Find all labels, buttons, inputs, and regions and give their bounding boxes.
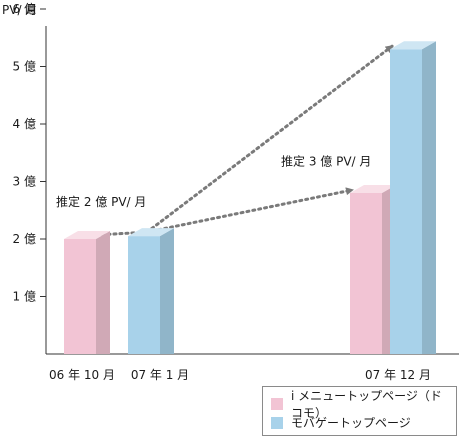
y-tick-label: 5 億 [13,60,36,74]
bar-top [128,228,174,237]
bar-side [160,228,174,354]
trend-arrow [145,44,394,234]
y-axis-label: PV/ 月 [2,3,37,17]
bar-side [422,41,436,354]
bars [64,41,436,354]
y-axis-ticks: 1 億 2 億 3 億 4 億 5 億 6 億 [13,2,46,304]
bar [350,193,382,354]
y-tick-label: 4 億 [13,117,36,131]
bar [128,236,160,354]
legend-item-mobage: モバゲートップページ [271,413,448,432]
x-tick-label: 07 年 1 月 [131,368,189,382]
legend-swatch-imenu [271,397,283,410]
bar-side [96,231,110,354]
bar-top [64,231,110,239]
bar-top [350,185,396,193]
y-tick-label: 2 億 [13,232,36,246]
annotation-label: 推定 3 億 PV/ 月 [281,154,371,169]
x-tick-label: 06 年 10 月 [49,368,115,382]
bar [64,239,96,354]
legend: i メニュートップページ（ドコモ） モバゲートップページ [262,386,457,436]
y-tick-label: 3 億 [13,175,36,189]
annotations: 推定 2 億 PV/ 月推定 3 億 PV/ 月推定 5.8 億 PV/ 月 [56,154,371,210]
annotation-label: 推定 2 億 PV/ 月 [56,194,146,209]
legend-label-mobage: モバゲートップページ [291,416,411,430]
trend-arrow [145,187,354,234]
x-tick-label: 07 年 12 月 [365,368,431,382]
y-tick-label: 6 億 [13,2,36,16]
legend-item-imenu: i メニュートップページ（ドコモ） [271,389,448,420]
bar-top [390,41,436,50]
legend-swatch-mobage [271,416,283,429]
bar [390,49,422,354]
x-axis-labels: 06 年 10 月 07 年 1 月 07 年 12 月 [49,368,431,382]
y-tick-label: 1 億 [13,290,36,304]
legend-label-imenu: i メニュートップページ（ドコモ） [291,388,442,420]
